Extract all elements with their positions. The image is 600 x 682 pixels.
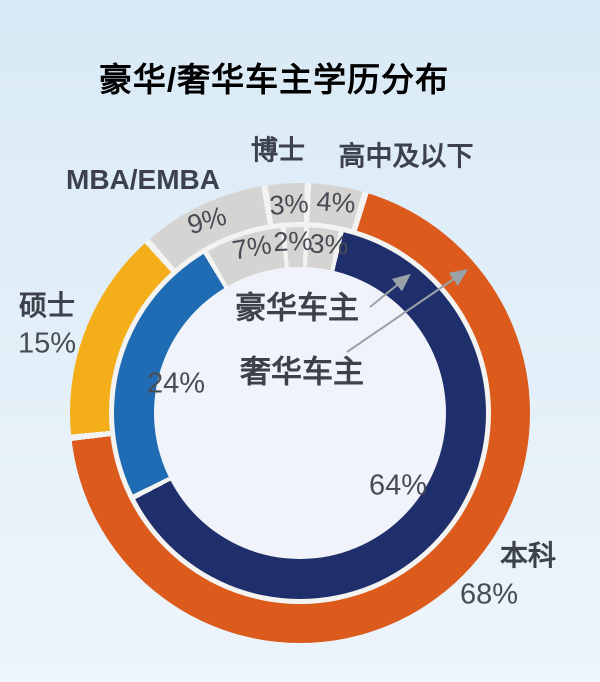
label-shuoshi: 硕士 [18,290,76,321]
value-shuoshi-inner: 24% [146,367,206,400]
value-shuoshi-outer: 15% [17,327,77,360]
value-gaozhong-inner: 3% [308,228,350,261]
value-gaozhong-outer: 4% [315,186,357,219]
value-mba-inner: 7% [230,229,274,266]
chart-title: 豪华/奢华车主学历分布 [98,61,450,98]
label-gaozhong: 高中及以下 [338,141,474,172]
label-benke: 本科 [499,540,557,571]
value-boshi-outer: 3% [268,188,310,221]
label-mba-emba: MBA/EMBA [66,164,220,195]
value-benke-outer: 68% [459,578,519,611]
value-benke-inner: 64% [368,469,428,502]
legend-shehua: 奢华车主 [240,354,364,390]
label-boshi: 博士 [251,135,305,166]
legend-haohua: 豪华车主 [235,290,359,326]
value-boshi-inner: 2% [272,225,314,258]
